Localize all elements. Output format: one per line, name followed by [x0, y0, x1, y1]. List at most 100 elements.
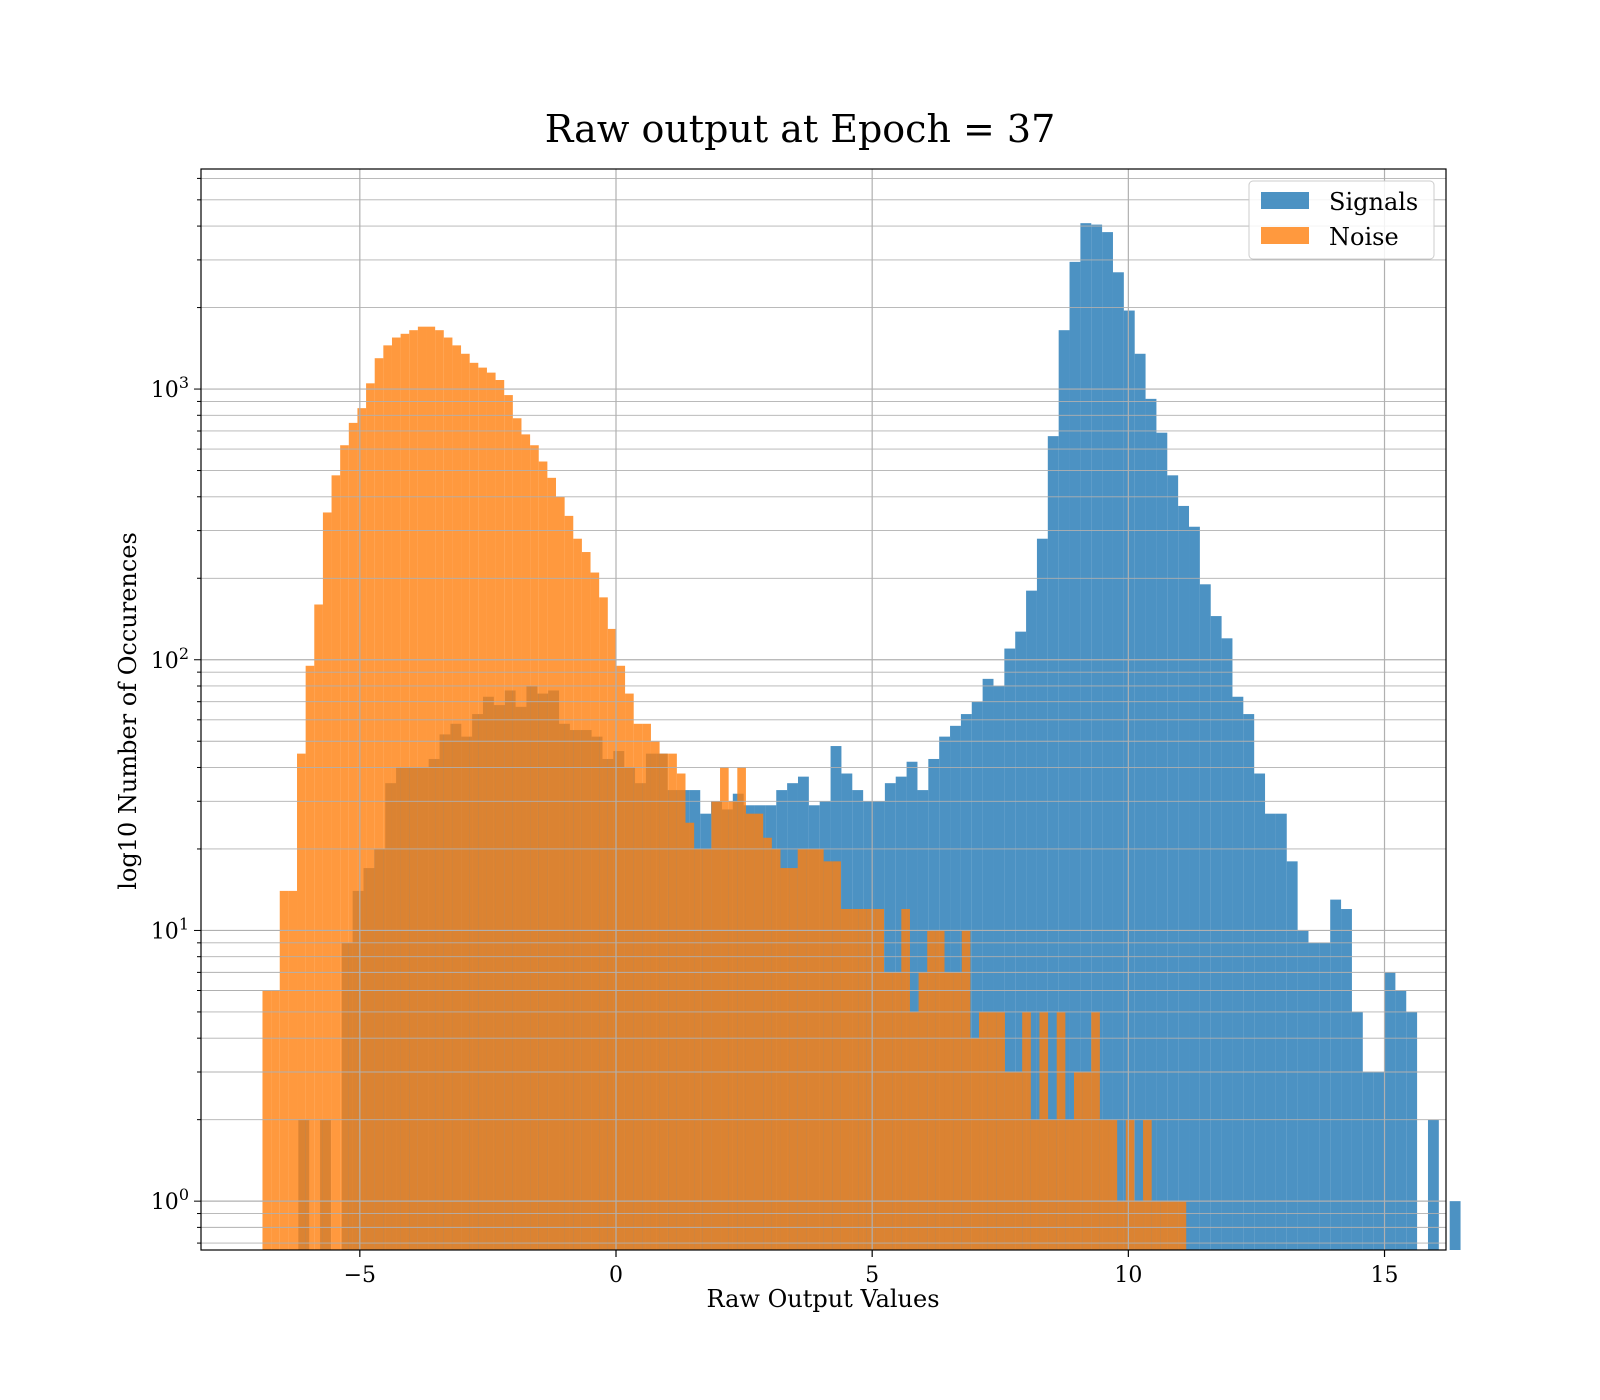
bar-noise [1134, 1201, 1144, 1250]
bar-noise [780, 868, 790, 1250]
chart-title: Raw output at Epoch = 37 [545, 107, 1056, 151]
bar-noise [849, 909, 859, 1250]
bar-noise [1022, 1011, 1031, 1250]
y-tick-label: 103 [151, 373, 189, 403]
bar-noise [391, 337, 401, 1250]
bar-noise [694, 848, 703, 1250]
bar-noise [1091, 1011, 1100, 1250]
bar-noise [538, 461, 548, 1250]
x-axis-ticks: −5 0 5 10 15 [344, 1250, 1399, 1288]
bar-noise [1151, 1201, 1161, 1250]
bar-signals [1026, 590, 1037, 1250]
bar-signals [1373, 1071, 1385, 1250]
bar-noise [745, 813, 755, 1250]
bar-noise [357, 408, 367, 1250]
histogram-bars [262, 223, 1461, 1251]
bar-noise [763, 837, 772, 1250]
bar-signals [1275, 813, 1287, 1250]
x-tick-label: 5 [865, 1263, 879, 1288]
bar-noise [1143, 1119, 1152, 1250]
bar-signals [1189, 526, 1200, 1250]
bar-noise [348, 422, 358, 1250]
bar-noise [771, 848, 781, 1250]
bar-noise [409, 330, 418, 1250]
bar-signals [1297, 930, 1309, 1250]
bar-noise [383, 345, 392, 1250]
bar-noise [305, 665, 315, 1250]
bar-noise [737, 767, 746, 1250]
bar-noise [996, 1011, 1005, 1250]
y-tick-label: 102 [151, 644, 189, 674]
bar-noise [1117, 1201, 1126, 1250]
bar-noise [279, 890, 289, 1250]
bar-noise [866, 909, 876, 1250]
bar-noise [659, 753, 669, 1250]
y-axis-ticks: 100 101 102 103 [151, 177, 201, 1244]
bar-signals [1199, 584, 1211, 1250]
bar-noise [486, 372, 496, 1250]
bar-noise [1168, 1201, 1178, 1250]
bar-signals [1319, 942, 1331, 1250]
bar-noise [1048, 1119, 1057, 1250]
bar-noise [297, 753, 306, 1250]
bar-noise [400, 333, 410, 1250]
bar-signals [1341, 909, 1352, 1250]
bar-signals [1308, 942, 1320, 1250]
bar-noise [720, 767, 729, 1250]
bar-signals [1004, 648, 1016, 1250]
bar-noise [754, 813, 764, 1250]
bar-noise [426, 326, 436, 1250]
bar-noise [1073, 1071, 1083, 1250]
bar-noise [340, 445, 349, 1250]
x-tick-label: 10 [1114, 1263, 1142, 1288]
bar-noise [892, 972, 902, 1250]
bar-noise [685, 822, 695, 1250]
bar-signals [1243, 714, 1255, 1250]
x-axis-label: Raw Output Values [706, 1285, 939, 1313]
bar-noise [564, 515, 574, 1250]
bar-signals [1080, 223, 1092, 1250]
x-tick-label: 0 [609, 1263, 623, 1288]
bar-noise [417, 326, 427, 1250]
bar-signals [971, 701, 983, 1250]
bar-noise [979, 1011, 988, 1250]
bar-noise [366, 383, 375, 1250]
bar-noise [650, 741, 660, 1250]
bar-signals [1058, 330, 1070, 1250]
y-tick-label: 101 [151, 914, 189, 944]
bar-noise [711, 801, 721, 1250]
bar-signals [1232, 696, 1244, 1250]
bar-noise [953, 972, 962, 1250]
bar-noise [271, 990, 280, 1250]
bar-noise [642, 723, 651, 1250]
bar-noise [262, 990, 272, 1250]
bar-noise [884, 972, 893, 1250]
bar-noise [789, 868, 798, 1250]
bar-signals [1449, 1201, 1461, 1250]
bar-noise [797, 848, 807, 1250]
bar-signals [1395, 990, 1407, 1250]
bar-noise [322, 512, 332, 1250]
series-noise-bars [262, 326, 1187, 1251]
bar-noise [512, 418, 522, 1250]
bar-signals [1123, 310, 1135, 1250]
bar-noise [607, 628, 617, 1250]
bar-noise [1030, 1119, 1040, 1250]
bar-signals [1047, 436, 1059, 1250]
bar-noise [728, 801, 738, 1250]
bar-signals [1112, 272, 1124, 1250]
bar-noise [987, 1011, 997, 1250]
bar-noise [573, 538, 582, 1250]
bar-noise [806, 848, 815, 1250]
bar-noise [823, 861, 833, 1250]
bar-signals [1221, 638, 1233, 1250]
legend-swatch-signals [1261, 192, 1309, 209]
bar-noise [702, 848, 712, 1250]
bar-noise [961, 930, 971, 1250]
bar-noise [435, 330, 444, 1250]
bar-noise [815, 848, 824, 1250]
legend: Signals Noise [1248, 180, 1435, 260]
bar-noise [840, 909, 850, 1250]
bar-noise [1082, 1071, 1092, 1250]
